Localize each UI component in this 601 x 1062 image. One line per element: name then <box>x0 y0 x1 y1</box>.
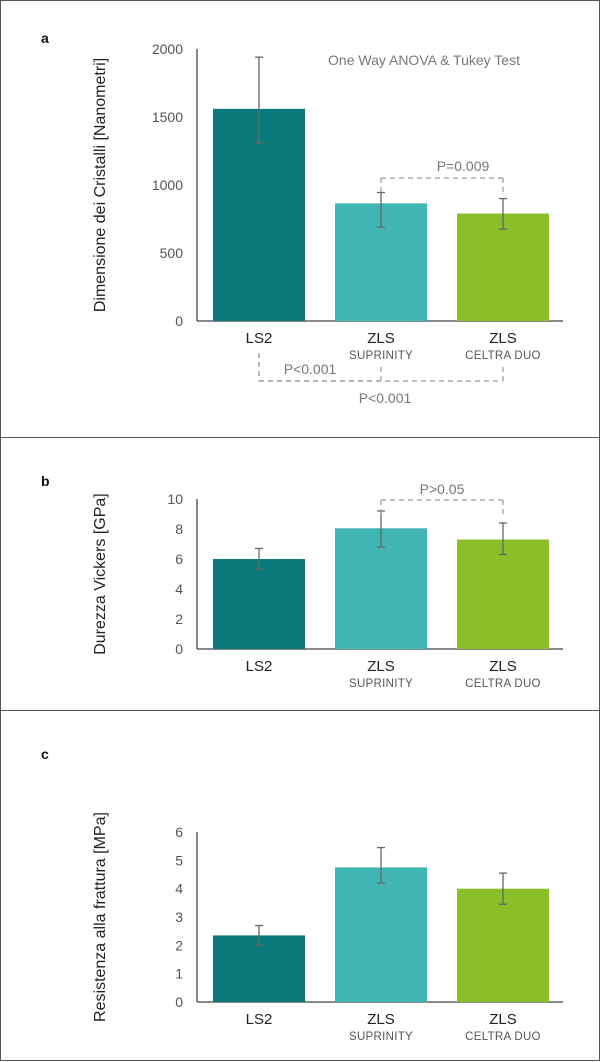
y-tick-label: 0 <box>175 994 183 1010</box>
category-label: LS2 <box>246 1011 273 1028</box>
bar <box>213 935 305 1002</box>
y-tick-label: 1500 <box>152 109 183 125</box>
y-tick-label: 4 <box>175 881 183 897</box>
panel-letter: b <box>41 473 50 489</box>
y-tick-label: 4 <box>175 581 183 597</box>
category-sublabel: CELTRA DUO <box>465 350 541 362</box>
category-label: ZLS <box>367 658 395 675</box>
crystal-size-chart: a Dimensione dei Cristalli [Nanometri] 0 50… <box>41 30 563 406</box>
y-tick-label: 0 <box>175 641 183 657</box>
significance-label: P=0.009 <box>437 158 490 174</box>
category-label: LS2 <box>246 658 273 675</box>
y-tick-label: 2 <box>175 937 183 953</box>
category-sublabel: SUPRINITY <box>349 1031 413 1043</box>
fracture-toughness-chart: c Resistenza alla frattura [MPa] 0 1 2 3 4 5 6 LS… <box>41 746 563 1043</box>
vickers-hardness-chart: b Durezza Vickers [GPa] 0 2 4 6 8 10 LS2 ZLS SUPRI… <box>41 473 563 690</box>
panel-letter: a <box>41 30 49 46</box>
category-sublabel: CELTRA DUO <box>465 1031 541 1043</box>
bar <box>213 559 305 649</box>
category-sublabel: SUPRINITY <box>349 350 413 362</box>
bar <box>457 539 549 649</box>
y-tick-label: 5 <box>175 852 183 868</box>
y-tick-label: 2000 <box>152 41 183 57</box>
y-tick-label: 1000 <box>152 177 183 193</box>
significance-label: P>0.05 <box>420 481 465 497</box>
y-tick-label: 1 <box>175 966 183 982</box>
category-label: ZLS <box>367 330 395 347</box>
significance-label: P<0.001 <box>284 361 337 377</box>
category-label: LS2 <box>246 330 273 347</box>
significance-label: P<0.001 <box>359 390 412 406</box>
y-axis-label: Dimensione dei Cristalli [Nanometri] <box>92 58 109 312</box>
y-tick-label: 6 <box>175 824 183 840</box>
y-tick-label: 500 <box>160 245 184 261</box>
category-label: ZLS <box>489 330 517 347</box>
y-axis-label: Durezza Vickers [GPa] <box>92 493 109 655</box>
y-tick-label: 10 <box>167 491 183 507</box>
category-sublabel: CELTRA DUO <box>465 678 541 690</box>
chart-title: One Way ANOVA & Tukey Test <box>328 52 520 68</box>
category-label: ZLS <box>367 1011 395 1028</box>
bar <box>335 867 427 1002</box>
chart-panel-b: b Durezza Vickers [GPa] 0 2 4 6 8 10 LS2 ZLS SUPRI… <box>0 437 600 711</box>
chart-panel-c: c Resistenza alla frattura [MPa] 0 1 2 3 4 5 6 LS… <box>0 710 600 1061</box>
panel-letter: c <box>41 746 49 762</box>
category-label: ZLS <box>489 658 517 675</box>
y-tick-label: 2 <box>175 611 183 627</box>
y-tick-label: 8 <box>175 521 183 537</box>
chart-panel-a: a Dimensione dei Cristalli [Nanometri] 0 50… <box>0 0 600 438</box>
bar <box>335 528 427 649</box>
y-tick-label: 0 <box>175 313 183 329</box>
category-sublabel: SUPRINITY <box>349 678 413 690</box>
y-tick-label: 6 <box>175 551 183 567</box>
bar <box>457 888 549 1002</box>
category-label: ZLS <box>489 1011 517 1028</box>
bar <box>213 108 305 321</box>
bar <box>457 213 549 321</box>
y-axis-label: Resistenza alla frattura [MPa] <box>92 812 109 1022</box>
y-tick-label: 3 <box>175 909 183 925</box>
